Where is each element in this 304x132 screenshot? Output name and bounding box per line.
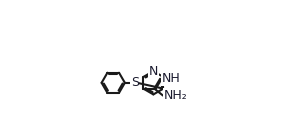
Text: S: S <box>131 76 139 89</box>
Text: NH₂: NH₂ <box>164 89 188 102</box>
Text: NH: NH <box>161 72 180 85</box>
Text: N: N <box>149 65 158 78</box>
